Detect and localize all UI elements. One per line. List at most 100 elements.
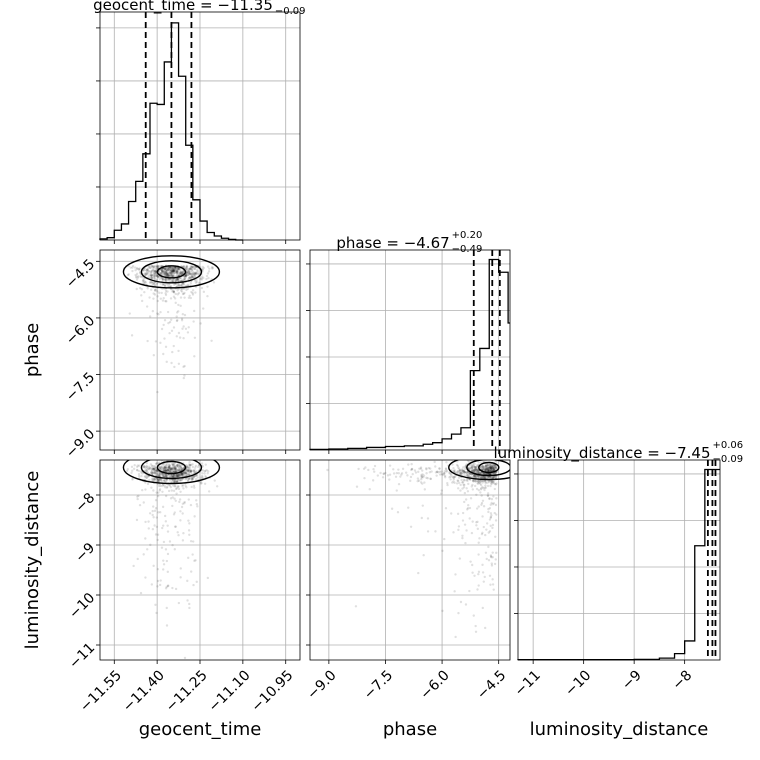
sample-point: [474, 468, 478, 471]
sample-point: [461, 487, 464, 490]
sample-point: [488, 518, 492, 521]
sample-point: [186, 469, 189, 473]
sample-point: [145, 470, 149, 473]
sample-point: [162, 296, 165, 300]
sample-point: [487, 469, 491, 473]
sample-point: [166, 584, 170, 588]
sample-point: [474, 630, 478, 633]
sample-point: [172, 466, 175, 470]
sample-point: [491, 466, 494, 470]
sample-point: [163, 319, 167, 322]
sample-point: [442, 472, 446, 475]
sample-point: [463, 471, 467, 474]
sample-point: [169, 466, 172, 470]
sample-point: [148, 479, 151, 482]
sample-point: [173, 268, 176, 272]
sample-point: [211, 267, 214, 270]
sample-point: [495, 466, 498, 469]
sample-point: [462, 478, 466, 482]
sample-point: [477, 572, 480, 576]
sample-point: [187, 476, 190, 480]
sample-point: [188, 267, 191, 271]
sample-point: [467, 467, 470, 470]
sample-point: [171, 267, 174, 270]
sample-point: [421, 482, 424, 485]
sample-point: [460, 471, 464, 475]
sample-point: [189, 266, 192, 270]
sample-point: [157, 474, 160, 478]
sample-point: [162, 352, 165, 356]
sample-point: [471, 469, 474, 473]
sample-point: [152, 269, 155, 272]
sample-point: [154, 603, 157, 607]
sample-point: [457, 525, 461, 528]
sample-point: [169, 469, 172, 473]
sample-point: [474, 624, 477, 628]
sample-point: [174, 279, 178, 282]
sample-point: [182, 466, 185, 470]
sample-point: [421, 504, 424, 507]
sample-point: [164, 468, 167, 472]
sample-point: [165, 473, 168, 476]
sample-point: [189, 468, 192, 471]
sample-point: [154, 471, 157, 474]
sample-point: [476, 470, 479, 474]
panel-title: luminosity_distance = −7.45 +0.06−0.09: [493, 440, 743, 465]
sample-point: [137, 469, 141, 473]
sample-point: [195, 270, 198, 274]
sample-point: [426, 477, 429, 480]
sample-point: [172, 268, 175, 271]
sample-point: [171, 350, 174, 354]
density-contour: [466, 460, 510, 477]
sample-point: [487, 545, 490, 549]
sample-point: [184, 273, 188, 277]
sample-point: [167, 483, 171, 487]
sample-point: [168, 463, 171, 467]
sample-point: [173, 467, 177, 470]
sample-point: [489, 555, 493, 558]
sample-point: [463, 500, 466, 504]
scatter-panel-geocent_time-vs-phase: [96, 249, 301, 454]
sample-point: [478, 481, 481, 484]
sample-point: [166, 552, 170, 556]
sample-point: [191, 469, 195, 472]
sample-point: [485, 465, 488, 468]
sample-point: [171, 496, 174, 499]
sample-point: [194, 291, 197, 294]
sample-point: [171, 278, 175, 281]
sample-point: [157, 479, 160, 482]
sample-point: [194, 559, 197, 562]
sample-point: [169, 475, 173, 478]
sample-point: [181, 312, 185, 316]
sample-point: [177, 485, 180, 488]
sample-point: [483, 476, 486, 480]
sample-point: [170, 467, 174, 470]
density-contour: [156, 460, 187, 475]
sample-point: [458, 470, 461, 474]
sample-point: [178, 336, 182, 339]
sample-point: [171, 463, 175, 466]
sample-point: [483, 626, 487, 630]
sample-point: [175, 468, 179, 472]
scatter-panel-geocent_time-vs-luminosity_distance: [96, 459, 301, 664]
sample-point: [494, 558, 497, 561]
sample-point: [165, 462, 168, 465]
sample-point: [165, 624, 169, 627]
x-tick-label: −9.0: [304, 667, 339, 702]
sample-point: [200, 286, 204, 290]
sample-point: [485, 468, 489, 471]
sample-point: [192, 274, 195, 277]
sample-point: [187, 519, 190, 522]
sample-point: [194, 271, 198, 275]
sample-point: [464, 467, 467, 470]
sample-point: [159, 478, 162, 481]
sample-point: [140, 471, 143, 474]
sample-point: [481, 606, 484, 610]
sample-point: [165, 475, 169, 479]
sample-point: [488, 472, 491, 476]
sample-point: [144, 274, 147, 277]
sample-point: [183, 278, 187, 281]
sample-point: [137, 275, 140, 278]
sample-point: [184, 471, 188, 475]
sample-point: [136, 464, 139, 467]
